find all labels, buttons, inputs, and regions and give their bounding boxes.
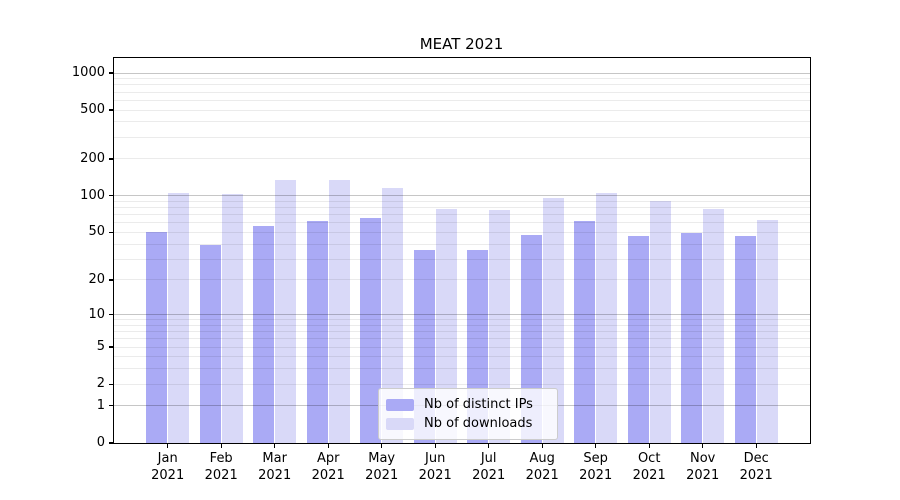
legend-swatch-distinct-ips [386, 398, 414, 411]
y-tick-label-2: 2 [96, 376, 105, 392]
x-tick-label-feb: Feb 2021 [204, 451, 238, 483]
x-tick-label-sep: Sep 2021 [579, 451, 613, 483]
x-tick-mark-apr [327, 443, 329, 448]
y-tick-label-1: 1 [96, 397, 105, 413]
x-tick-mark-mar [274, 443, 276, 448]
x-tick-label-dec: Dec 2021 [739, 451, 773, 483]
x-tick-label-may: May 2021 [365, 451, 399, 483]
x-tick-mark-nov [702, 443, 704, 448]
x-tick-mark-oct [648, 443, 650, 448]
x-tick-mark-sep [595, 443, 597, 448]
legend: Nb of distinct IPs Nb of downloads [378, 388, 558, 440]
legend-label-downloads: Nb of downloads [424, 416, 533, 431]
x-tick-label-apr: Apr 2021 [311, 451, 345, 483]
x-tick-mark-aug [541, 443, 543, 448]
legend-swatch-downloads [386, 417, 414, 430]
legend-item-downloads: Nb of downloads [386, 414, 549, 433]
x-tick-label-jan: Jan 2021 [151, 451, 185, 483]
x-tick-mark-may [381, 443, 383, 448]
y-tick-label-50: 50 [88, 224, 105, 240]
x-tick-mark-dec [755, 443, 757, 448]
y-tick-label-5: 5 [96, 339, 105, 355]
chart-title: MEAT 2021 [419, 35, 504, 53]
x-tick-label-oct: Oct 2021 [632, 451, 666, 483]
x-tick-mark-jun [434, 443, 436, 448]
x-tick-mark-feb [220, 443, 222, 448]
legend-label-distinct-ips: Nb of distinct IPs [424, 397, 533, 412]
y-tick-label-500: 500 [80, 102, 105, 118]
y-tick-label-10: 10 [88, 306, 105, 322]
plot-frame [112, 57, 811, 444]
y-tick-label-200: 200 [80, 150, 105, 166]
y-tick-label-100: 100 [80, 187, 105, 203]
x-tick-label-nov: Nov 2021 [686, 451, 720, 483]
x-tick-label-aug: Aug 2021 [525, 451, 559, 483]
x-tick-mark-jul [488, 443, 490, 448]
x-tick-mark-jan [167, 443, 169, 448]
x-tick-label-jun: Jun 2021 [418, 451, 452, 483]
y-tick-label-1000: 1000 [71, 65, 105, 80]
x-tick-label-mar: Mar 2021 [258, 451, 292, 483]
y-tick-label-0: 0 [96, 435, 105, 450]
y-tick-label-20: 20 [88, 271, 105, 287]
x-tick-label-jul: Jul 2021 [472, 451, 506, 483]
legend-item-distinct-ips: Nb of distinct IPs [386, 395, 549, 414]
